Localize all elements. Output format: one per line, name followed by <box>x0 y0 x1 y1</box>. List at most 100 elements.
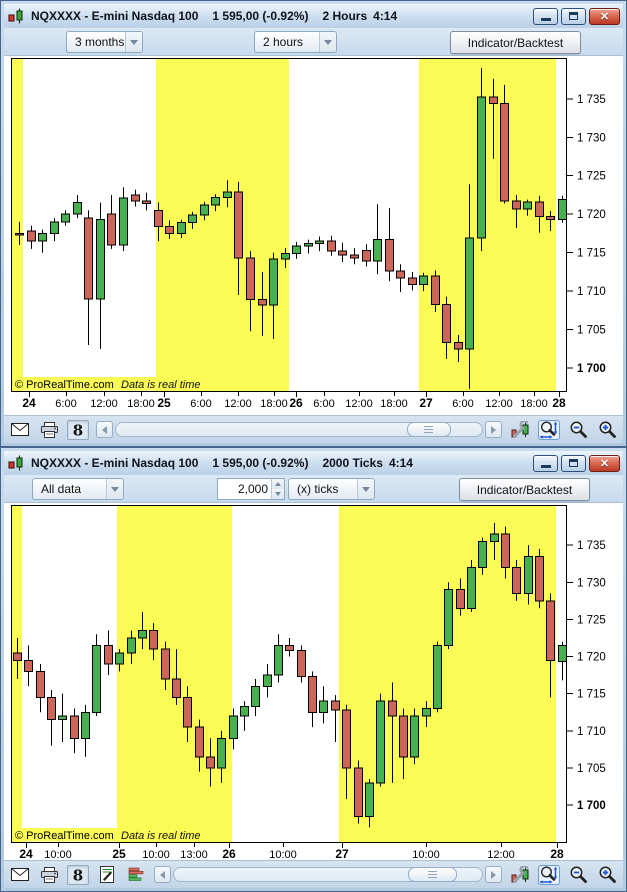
titlebar[interactable]: NQXXXX - E-mini Nasdaq 100 1 595,00 (-0.… <box>4 451 623 475</box>
spinner-buttons <box>271 479 284 499</box>
window-title: NQXXXX - E-mini Nasdaq 100 <box>31 9 199 23</box>
svg-text:1 705: 1 705 <box>577 763 606 775</box>
chart-settings-icon[interactable] <box>509 865 531 885</box>
chart-window-2000ticks: NQXXXX - E-mini Nasdaq 100 1 595,00 (-0.… <box>0 447 627 892</box>
svg-text:18:00: 18:00 <box>260 398 288 410</box>
zoom-drag-icon[interactable] <box>538 864 560 885</box>
svg-text:Data is real time: Data is real time <box>121 379 200 391</box>
scrollbar-track[interactable] <box>173 867 483 882</box>
svg-text:1 715: 1 715 <box>577 248 606 260</box>
svg-text:1 725: 1 725 <box>577 614 606 626</box>
maximize-button[interactable] <box>561 454 586 472</box>
chart-toolbar: 3 months 2 hours Indicator/Backtest <box>4 28 623 56</box>
svg-text:12:00: 12:00 <box>485 398 513 410</box>
chart-hscrollbar[interactable] <box>96 421 502 439</box>
link-charts-icon[interactable]: 8 <box>67 419 89 440</box>
svg-text:27: 27 <box>335 847 349 860</box>
range-select[interactable]: 3 months <box>66 31 143 53</box>
close-button[interactable]: ✕ <box>589 7 620 25</box>
chart-window-2hours: NQXXXX - E-mini Nasdaq 100 1 595,00 (-0.… <box>0 0 627 447</box>
quote-value: 1 595,00 (-0.92%) <box>212 456 309 470</box>
svg-text:1 725: 1 725 <box>577 171 606 183</box>
zoom-in-icon[interactable] <box>596 420 618 440</box>
grip-icon <box>424 426 434 433</box>
scroll-right-button[interactable] <box>485 421 502 438</box>
svg-text:12:00: 12:00 <box>345 398 373 410</box>
svg-text:1 715: 1 715 <box>577 689 606 701</box>
chart-statusbar: 8 <box>4 415 623 443</box>
arrow-right-icon <box>491 870 496 879</box>
svg-text:12:00: 12:00 <box>487 849 515 860</box>
titlebar[interactable]: NQXXXX - E-mini Nasdaq 100 1 595,00 (-0.… <box>4 4 623 28</box>
window-title: NQXXXX - E-mini Nasdaq 100 <box>31 456 199 470</box>
scroll-left-button[interactable] <box>96 421 113 438</box>
svg-text:1 735: 1 735 <box>577 94 606 106</box>
scrollbar-thumb[interactable] <box>408 867 458 882</box>
indicator-backtest-button[interactable]: Indicator/Backtest <box>459 478 590 501</box>
chevron-down-icon <box>319 32 336 52</box>
arrow-up-icon <box>275 482 281 486</box>
chevron-down-icon <box>125 32 142 52</box>
zoom-out-icon[interactable] <box>567 420 589 440</box>
svg-text:10:00: 10:00 <box>269 849 297 860</box>
market-depth-icon[interactable] <box>125 865 147 885</box>
period-label: 2 Hours <box>322 9 368 23</box>
arrow-down-icon <box>275 492 281 496</box>
zoom-out-icon[interactable] <box>567 865 589 885</box>
note-icon[interactable] <box>96 865 118 885</box>
arrow-left-icon <box>102 425 107 434</box>
svg-text:1 720: 1 720 <box>577 209 606 221</box>
chevron-down-icon <box>106 479 123 499</box>
svg-text:26: 26 <box>222 847 236 860</box>
svg-text:10:00: 10:00 <box>412 849 440 860</box>
svg-text:6:00: 6:00 <box>452 398 473 410</box>
svg-text:28: 28 <box>552 396 566 410</box>
ticks-count-input[interactable]: 2,000 <box>217 478 285 500</box>
svg-text:1 735: 1 735 <box>577 540 606 552</box>
svg-text:© ProRealTime.com: © ProRealTime.com <box>15 379 114 391</box>
countdown-label: 4:14 <box>373 9 398 23</box>
minimize-button[interactable] <box>533 454 558 472</box>
print-icon[interactable] <box>38 865 60 885</box>
scroll-left-button[interactable] <box>154 866 171 883</box>
chart-settings-icon[interactable] <box>509 420 531 440</box>
svg-text:12:00: 12:00 <box>224 398 252 410</box>
chart-hscrollbar[interactable] <box>154 866 502 884</box>
ticks-unit-select[interactable]: (x) ticks <box>288 478 375 500</box>
maximize-button[interactable] <box>561 7 586 25</box>
scrollbar-track[interactable] <box>115 422 483 437</box>
svg-text:1 730: 1 730 <box>577 132 606 144</box>
svg-text:8: 8 <box>73 421 83 439</box>
zoom-drag-icon[interactable] <box>538 419 560 440</box>
scroll-right-button[interactable] <box>485 866 502 883</box>
link-charts-icon[interactable]: 8 <box>67 864 89 885</box>
svg-text:6:00: 6:00 <box>190 398 211 410</box>
mail-icon[interactable] <box>9 865 31 885</box>
spin-down-button[interactable] <box>272 489 284 499</box>
svg-text:13:00: 13:00 <box>180 849 208 860</box>
maximize-icon <box>569 459 578 467</box>
close-button[interactable]: ✕ <box>589 454 620 472</box>
scrollbar-thumb[interactable] <box>406 422 451 437</box>
indicator-backtest-button[interactable]: Indicator/Backtest <box>450 31 581 54</box>
price-chart-2hours[interactable]: 1 700 1 705 1 710 1 715 1 720 1 725 1 730 1 735… <box>4 56 623 415</box>
range-select[interactable]: All data <box>32 478 124 500</box>
print-icon[interactable] <box>38 420 60 440</box>
maximize-icon <box>569 12 578 20</box>
svg-text:1 730: 1 730 <box>577 577 606 589</box>
price-chart-2000ticks[interactable]: 1 700 1 705 1 710 1 715 1 720 1 725 1 730 1 735… <box>4 503 623 860</box>
svg-text:25: 25 <box>112 847 126 860</box>
zoom-in-icon[interactable] <box>596 865 618 885</box>
candlestick-logo-icon <box>8 455 23 471</box>
timeframe-select[interactable]: 2 hours <box>254 31 337 53</box>
minimize-icon <box>540 464 551 468</box>
chevron-down-icon <box>357 479 374 499</box>
svg-text:24: 24 <box>22 396 36 410</box>
mail-icon[interactable] <box>9 420 31 440</box>
svg-text:1 710: 1 710 <box>577 726 606 738</box>
ticks-unit-select-value: (x) ticks <box>297 482 339 496</box>
spin-up-button[interactable] <box>272 479 284 489</box>
minimize-button[interactable] <box>533 7 558 25</box>
svg-text:1 700: 1 700 <box>577 800 606 812</box>
svg-text:25: 25 <box>157 396 171 410</box>
